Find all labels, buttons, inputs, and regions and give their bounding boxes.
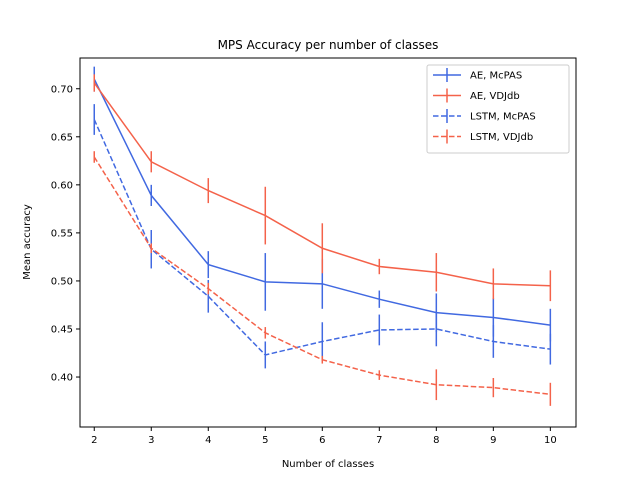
y-tick-label: 0.65 [51,132,73,143]
x-axis-label: Number of classes [282,459,374,470]
chart-title: MPS Accuracy per number of classes [218,38,439,52]
x-tick-label: 7 [376,435,382,446]
y-tick-label: 0.45 [51,324,73,335]
x-tick-label: 2 [91,435,97,446]
legend-entry: AE, McPAS [433,68,522,82]
legend-label: AE, VDJdb [470,91,520,102]
x-tick-label: 6 [319,435,325,446]
x-tick-label: 5 [262,435,268,446]
x-tick-label: 8 [433,435,439,446]
series-1 [93,74,552,302]
y-tick-label: 0.70 [51,84,73,95]
legend: AE, McPAS AE, VDJdb LSTM, McPAS LSTM, VDJdb [426,64,570,154]
legend-entry: LSTM, VDJdb [433,129,533,144]
axis-layer: 2 3 4 5 6 7 8 9 10 0.40 0.45 0.50 0.55 0.60 0.65 0.70 [51,84,557,446]
legend-label: LSTM, VDJdb [470,132,533,143]
plot-frame [79,57,577,428]
legend-entry: AE, VDJdb [433,88,520,103]
legend-label: LSTM, McPAS [470,112,536,123]
y-tick-label: 0.40 [51,373,73,384]
legend-label: AE, McPAS [470,71,522,82]
x-tick-label: 3 [148,435,154,446]
x-tick-label: 10 [544,435,557,446]
y-tick-label: 0.60 [51,180,73,191]
y-axis-label: Mean accuracy [22,204,33,280]
x-tick-label: 9 [490,435,496,446]
y-tick-label: 0.55 [51,228,73,239]
legend-entry: LSTM, McPAS [433,109,536,123]
x-tick-label: 4 [205,435,211,446]
legend-box [426,64,570,154]
y-tick-label: 0.50 [51,276,73,287]
plot-layer [93,66,552,406]
series-3 [93,151,552,406]
